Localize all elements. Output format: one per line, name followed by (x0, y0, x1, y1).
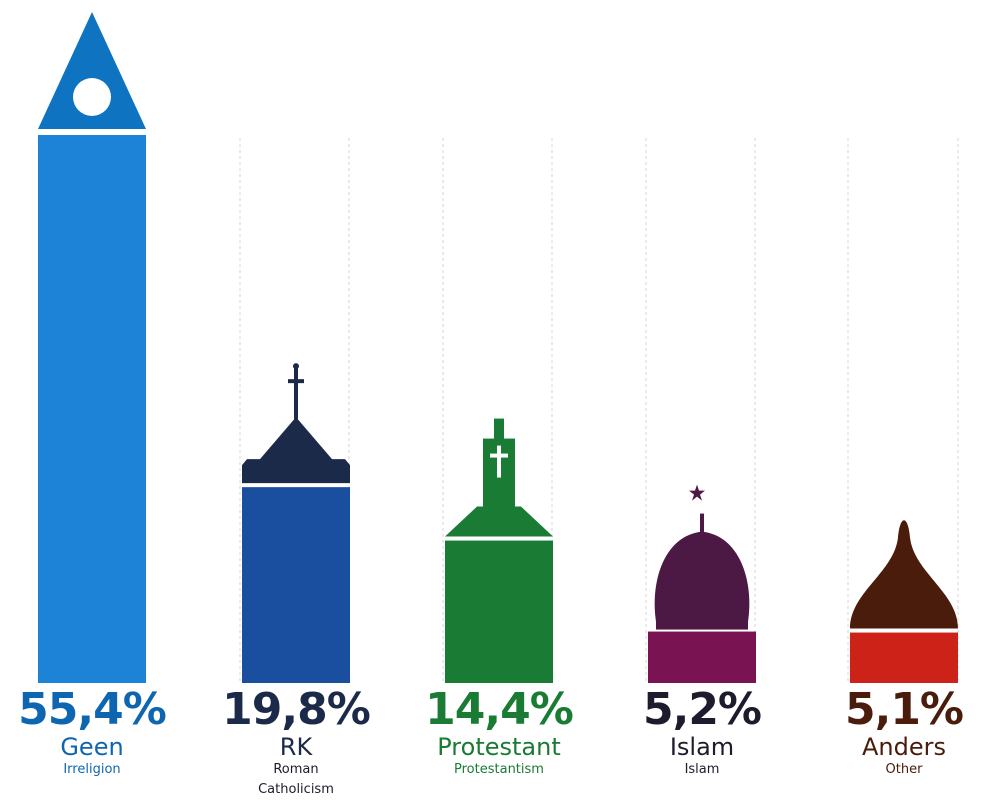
value-label: 5,2% (642, 684, 762, 735)
mosque-base (656, 619, 748, 630)
category-label: RK (279, 733, 313, 761)
value-label: 55,4% (18, 684, 167, 735)
category-english-label: Islam (684, 762, 720, 777)
category-english-label: Other (885, 762, 923, 777)
label-group-1: 19,8% RK Roman Catholicism (201, 686, 391, 800)
star-icon (689, 484, 705, 501)
catholic-cross-stem (294, 365, 298, 420)
protestant-cross-bar (490, 453, 508, 458)
label-group-3: 5,2% Islam Islam (607, 686, 797, 780)
protestant-cross-stem (497, 445, 501, 478)
bar-2 (445, 540, 553, 683)
label-group-0: 55,4% Geen Irreligion (0, 686, 187, 780)
value-label: 14,4% (425, 684, 574, 735)
bar-3 (648, 631, 756, 683)
category-english-label: Protestantism (454, 762, 544, 777)
catholic-cross-tip (293, 363, 299, 370)
category-english-label: Irreligion (63, 762, 121, 777)
category-label: Anders (862, 733, 946, 761)
value-label: 5,1% (844, 684, 964, 735)
irreligion-triangle-icon (38, 12, 146, 129)
mosque-dome-icon (654, 531, 750, 622)
other-onion-dome-icon (850, 520, 958, 629)
protestant-church-icon (445, 506, 553, 537)
category-label: Protestant (437, 733, 561, 761)
bar-0 (38, 135, 146, 683)
category-label: Geen (60, 733, 124, 761)
bar-1 (242, 487, 350, 683)
catholic-cross-bar (288, 379, 304, 384)
protestant-spire (494, 418, 504, 441)
mosque-finial (700, 513, 704, 534)
catholic-church-icon (242, 417, 350, 484)
label-group-2: 14,4% Protestant Protestantism (404, 686, 594, 780)
irreligion-circle (73, 78, 111, 116)
label-group-4: 5,1% Anders Other (809, 686, 988, 780)
category-label: Islam (669, 733, 735, 761)
category-english-label: Roman Catholicism (258, 762, 334, 797)
bar-4 (850, 632, 958, 683)
value-label: 19,8% (222, 684, 371, 735)
